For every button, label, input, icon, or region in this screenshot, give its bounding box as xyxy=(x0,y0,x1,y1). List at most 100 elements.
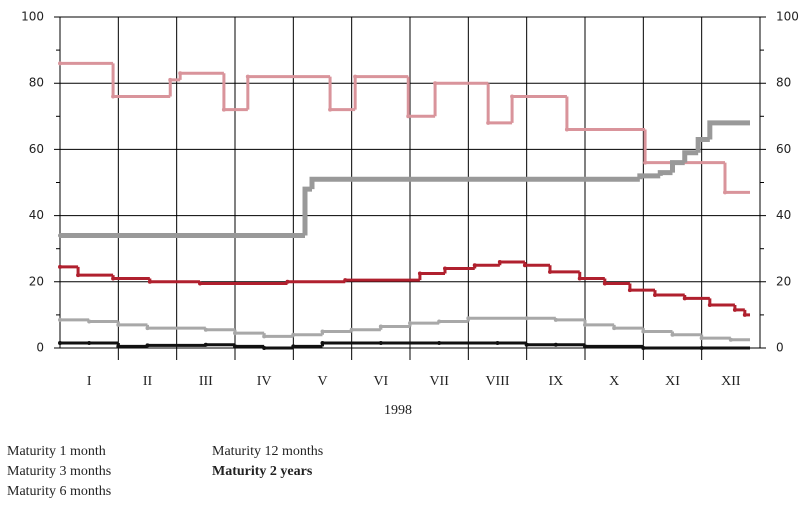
step-segment xyxy=(565,96,646,132)
x-tick-label: VII xyxy=(429,374,449,389)
step-point xyxy=(653,293,657,298)
plot-frame xyxy=(59,16,761,349)
step-point xyxy=(524,316,529,321)
step-point xyxy=(564,127,569,132)
series xyxy=(58,316,750,342)
step-point xyxy=(466,316,471,321)
step-segment xyxy=(498,260,525,266)
step-point xyxy=(262,346,267,350)
step-segment xyxy=(578,271,605,280)
step-point xyxy=(221,107,226,112)
step-segment xyxy=(343,278,420,282)
step-point xyxy=(58,341,62,346)
step-point xyxy=(707,120,712,125)
step-segment xyxy=(437,320,469,324)
step-point xyxy=(178,71,183,76)
step-segment xyxy=(321,329,352,335)
step-point xyxy=(612,326,617,331)
step-point xyxy=(696,137,701,142)
step-segment xyxy=(708,298,735,307)
step-point xyxy=(472,263,477,268)
step-point xyxy=(320,341,325,346)
step-segment xyxy=(406,76,436,118)
step-point xyxy=(111,276,116,281)
x-tick-label: III xyxy=(199,374,213,389)
step-segment xyxy=(695,136,710,153)
step-segment xyxy=(148,278,200,284)
x-tick-label: VIII xyxy=(485,374,509,389)
step-point xyxy=(343,278,348,283)
step-segment xyxy=(87,319,119,324)
step-point xyxy=(637,173,642,178)
step-segment xyxy=(670,160,685,173)
step-segment xyxy=(116,343,148,348)
step-point xyxy=(486,120,491,125)
step-point xyxy=(303,187,307,192)
x-axis-label: 1998 xyxy=(384,403,412,418)
legend-entry: Maturity 2 years xyxy=(212,464,313,479)
step-segment xyxy=(286,280,346,284)
step-segment xyxy=(473,263,500,269)
step-point xyxy=(378,324,383,329)
step-segment xyxy=(222,73,248,112)
x-tick-label: I xyxy=(87,374,92,389)
step-point xyxy=(328,107,333,112)
series xyxy=(58,120,750,238)
step-segment xyxy=(683,295,710,300)
step-segment xyxy=(204,343,235,347)
step-point xyxy=(378,341,383,346)
step-point xyxy=(147,279,152,284)
step-point xyxy=(682,296,687,301)
step-point xyxy=(408,321,412,326)
step-point xyxy=(583,322,587,327)
step-segment xyxy=(628,283,655,292)
step-point xyxy=(320,329,325,334)
step-point xyxy=(553,342,558,347)
step-point xyxy=(682,150,687,155)
series xyxy=(58,259,750,317)
step-segment xyxy=(291,344,323,348)
step-segment xyxy=(418,272,445,281)
step-segment xyxy=(612,324,644,330)
step-segment xyxy=(583,344,644,348)
step-point xyxy=(583,344,587,349)
step-point xyxy=(87,319,92,324)
step-point xyxy=(602,281,607,286)
step-point xyxy=(116,344,121,349)
step-point xyxy=(433,81,438,86)
x-tick-label: II xyxy=(143,374,153,389)
x-tick-label: X xyxy=(609,374,619,389)
series xyxy=(58,341,750,350)
y2-tick-label: 20 xyxy=(776,274,791,288)
step-segment xyxy=(146,343,206,347)
step-point xyxy=(577,276,582,281)
step-point xyxy=(627,288,632,293)
legend-entry: Maturity 6 months xyxy=(7,484,111,499)
step-segment xyxy=(548,265,580,274)
step-point xyxy=(168,77,173,82)
step-segment xyxy=(603,278,630,285)
step-point xyxy=(58,61,62,66)
y-tick-label: 20 xyxy=(29,274,44,288)
step-segment xyxy=(443,267,475,274)
step-segment xyxy=(76,266,114,277)
x-tick-label: IX xyxy=(548,374,563,389)
y-tick-label: 40 xyxy=(29,208,44,222)
step-segment xyxy=(353,75,409,110)
step-segment xyxy=(233,329,265,335)
step-point xyxy=(522,263,527,268)
legend-entry: Maturity 12 months xyxy=(212,444,323,459)
x-tick-label: XI xyxy=(665,374,680,389)
step-point xyxy=(116,322,121,327)
step-point xyxy=(58,233,62,238)
step-point xyxy=(497,259,502,264)
step-point xyxy=(658,170,663,175)
step-point xyxy=(707,302,712,307)
step-segment xyxy=(168,78,181,97)
step-segment xyxy=(262,346,294,350)
step-segment xyxy=(262,333,294,338)
step-point xyxy=(728,337,733,342)
step-point xyxy=(310,177,314,182)
step-segment xyxy=(198,281,288,285)
step-segment xyxy=(707,120,750,140)
